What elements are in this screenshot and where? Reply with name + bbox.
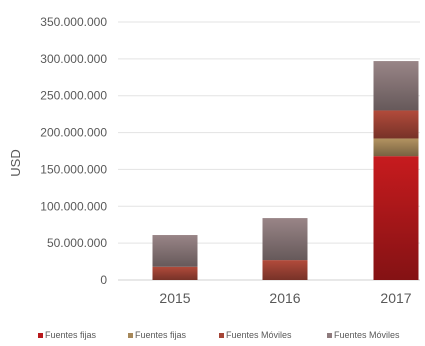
bar-segment-2017-series-3 (373, 110, 419, 139)
legend-swatch (327, 333, 332, 338)
bars (152, 61, 419, 280)
bar-segment-2015-series-4 (152, 235, 198, 267)
y-tick-label: 300.000.000 (40, 52, 107, 66)
y-tick-label: 50.000.000 (47, 236, 107, 250)
legend-label: Fuentes fijas (135, 330, 187, 340)
x-tick-label: 2015 (159, 290, 190, 306)
y-axis-ticks: 0 50.000.000 100.000.000 150.000.000 200.000… (40, 15, 107, 287)
bar-segment-2017-series-2 (373, 138, 419, 157)
bar-segment-2015-series-3 (152, 266, 198, 280)
legend-item: Fuentes Móviles (327, 330, 400, 340)
legend-label: Fuentes fijas (45, 330, 97, 340)
y-tick-label: 150.000.000 (40, 162, 107, 176)
bar-segment-2016-series-4 (262, 218, 308, 261)
x-tick-label: 2016 (269, 290, 300, 306)
bar-segment-2017-series-4 (373, 61, 419, 111)
y-axis-title: USD (8, 149, 23, 176)
y-tick-label: 200.000.000 (40, 126, 107, 140)
legend-swatch (219, 333, 224, 338)
bar-segment-2017-series-1 (373, 156, 419, 280)
legend-item: Fuentes fijas (128, 330, 187, 340)
legend-item: Fuentes Móviles (219, 330, 292, 340)
legend-swatch (128, 333, 133, 338)
legend: Fuentes fijas Fuentes fijas Fuentes Móvile… (38, 330, 400, 340)
y-tick-label: 0 (100, 273, 107, 287)
legend-swatch (38, 333, 43, 338)
legend-label: Fuentes Móviles (226, 330, 292, 340)
x-tick-label: 2017 (380, 290, 411, 306)
bar-segment-2016-series-3 (262, 260, 308, 280)
legend-item: Fuentes fijas (38, 330, 97, 340)
legend-label: Fuentes Móviles (334, 330, 400, 340)
x-axis-ticks: 2015 2016 2017 (159, 290, 411, 306)
y-tick-label: 250.000.000 (40, 89, 107, 103)
y-tick-label: 100.000.000 (40, 199, 107, 213)
y-tick-label: 350.000.000 (40, 15, 107, 29)
